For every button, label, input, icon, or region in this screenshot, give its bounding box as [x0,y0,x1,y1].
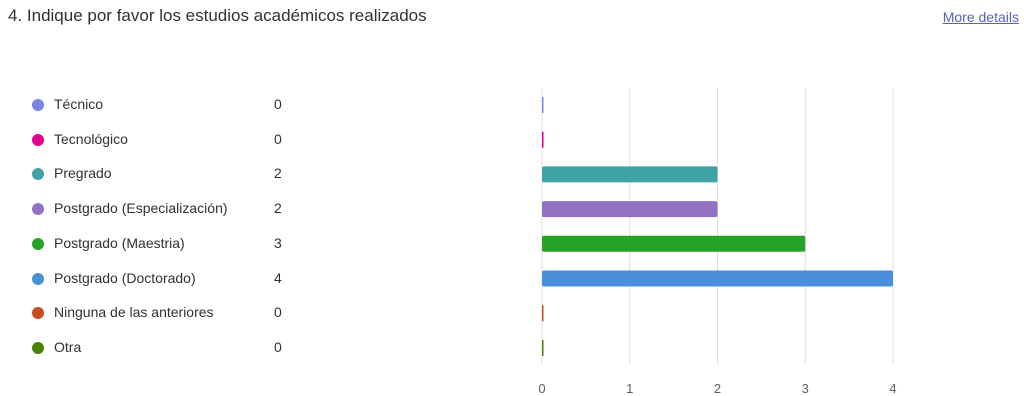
bar[interactable] [542,166,718,183]
legend-count: 2 [274,200,282,217]
bar[interactable] [542,97,544,113]
legend-dot-icon [32,237,44,250]
bar[interactable] [542,305,544,322]
legend-count: 0 [274,338,282,355]
legend-dot-icon [32,168,44,181]
legend-count: 3 [274,234,282,251]
bar[interactable] [542,270,893,287]
legend-label: Otra [54,338,82,355]
bar[interactable] [542,235,806,252]
legend-dot-icon [32,203,44,216]
chart-x-axis-ticks: 0 1 2 3 4 [538,381,896,396]
legend-item: Pregrado 2 [32,164,292,184]
legend-item: Otra 0 [32,338,292,358]
legend-dot-icon [32,341,44,354]
x-tick-label: 2 [714,381,721,396]
legend-label: Ninguna de las anteriores [54,304,214,321]
chart-gridlines [541,88,894,364]
legend-dot-icon [32,133,44,146]
legend-count: 0 [274,304,282,321]
legend-dot-icon [32,272,44,285]
legend-label: Técnico [54,96,104,112]
question-title: 4. Indique por favor los estudios académ… [8,6,427,25]
legend-item: Ninguna de las anteriores 0 [32,303,292,323]
legend-item: Postgrado (Especialización) 2 [32,199,292,219]
legend-item: Tecnológico 0 [32,130,292,150]
legend-label: Postgrado (Doctorado) [54,269,196,286]
x-tick-label: 3 [802,381,809,396]
legend-label: Postgrado (Maestria) [54,234,185,251]
x-tick-label: 1 [626,381,633,396]
legend-label: Pregrado [54,165,112,182]
x-tick-label: 4 [889,381,896,396]
legend-count: 0 [274,130,282,147]
legend-count: 2 [274,165,282,182]
legend-label: Tecnológico [54,130,128,147]
more-details-link[interactable]: More details [942,9,1019,25]
legend-dot-icon [32,99,44,111]
bar[interactable] [542,131,544,148]
bar[interactable] [542,339,544,356]
legend-item: Postgrado (Doctorado) 4 [32,269,292,289]
bar[interactable] [542,201,718,218]
legend-count: 0 [274,96,282,112]
chart-legend: Técnico 0 Tecnológico 0 Pregrado 2 Postgrado (… [0,0,300,396]
legend-count: 4 [274,269,282,286]
legend-item: Técnico 0 [32,95,292,115]
legend-dot-icon [32,307,44,320]
chart-bars [542,97,893,356]
x-tick-label: 0 [538,381,545,396]
legend-label: Postgrado (Especialización) [54,200,228,217]
legend-item: Postgrado (Maestria) 3 [32,234,292,254]
